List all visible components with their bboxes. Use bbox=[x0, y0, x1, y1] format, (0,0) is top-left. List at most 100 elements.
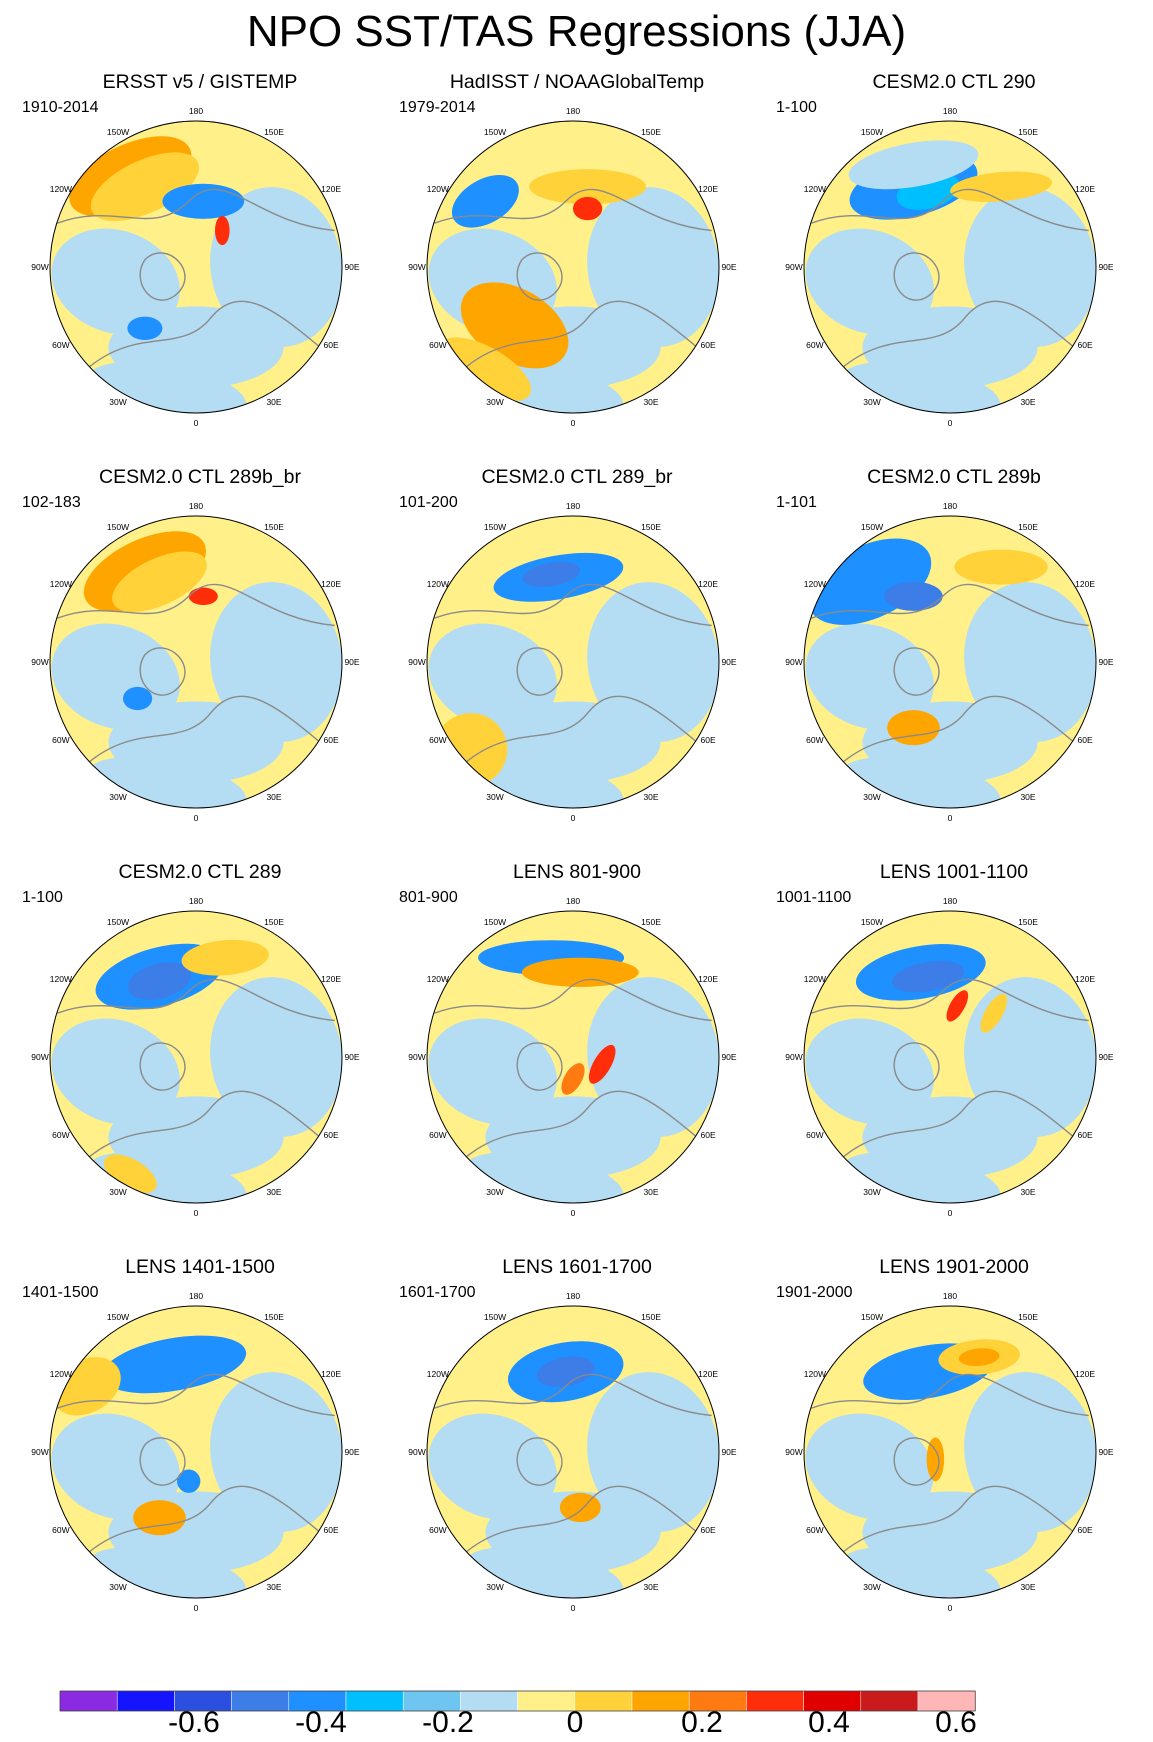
contour-region bbox=[887, 710, 940, 746]
map-panel-7: 180 150E 120E 90E 60E 30E 0 30W 60W 90W 120W 150W C… bbox=[10, 860, 390, 1260]
longitude-label: 90W bbox=[785, 1052, 802, 1062]
coastline bbox=[811, 188, 1089, 370]
longitude-label: 150W bbox=[484, 127, 506, 137]
longitude-label: 90E bbox=[1098, 657, 1113, 667]
contour-region bbox=[439, 337, 531, 402]
polar-map: 180 150E 120E 90E 60E 30E 0 30W 60W 90W 120W 150W bbox=[31, 896, 360, 1218]
map-panel-9: 180 150E 120E 90E 60E 30E 0 30W 60W 90W 120W 150W L… bbox=[764, 860, 1144, 1260]
contour-region bbox=[805, 1018, 934, 1125]
map-panel-6: 180 150E 120E 90E 60E 30E 0 30W 60W 90W 120W 150W C… bbox=[764, 465, 1144, 865]
longitude-label: 150E bbox=[1018, 1312, 1038, 1322]
longitude-label: 30W bbox=[109, 397, 126, 407]
coastline bbox=[434, 188, 712, 370]
longitude-label: 0 bbox=[948, 813, 953, 823]
longitude-label: 30W bbox=[486, 1187, 503, 1197]
coastline bbox=[434, 583, 712, 765]
panel-title: CESM2.0 CTL 289b bbox=[867, 466, 1041, 488]
longitude-label: 60W bbox=[52, 1525, 69, 1535]
panel-title: CESM2.0 CTL 289 bbox=[118, 861, 282, 883]
longitude-label: 150W bbox=[107, 1312, 129, 1322]
longitude-label: 60E bbox=[1078, 735, 1093, 745]
longitude-label: 30E bbox=[266, 397, 281, 407]
contour-region bbox=[561, 1063, 585, 1095]
longitude-label: 30E bbox=[1020, 792, 1035, 802]
map-panel-10: 180 150E 120E 90E 60E 30E 0 30W 60W 90W 120W 150W L… bbox=[10, 1255, 390, 1655]
longitude-label: 0 bbox=[571, 418, 576, 428]
polar-map: 180 150E 120E 90E 60E 30E 0 30W 60W 90W 120W 150W bbox=[31, 501, 360, 823]
longitude-label: 120E bbox=[321, 1369, 341, 1379]
map-boundary bbox=[49, 120, 343, 414]
colorbar: -0.6 -0.4 -0.2 0 0.2 0.4 0.6 bbox=[0, 1690, 1153, 1742]
contour-region bbox=[848, 140, 979, 190]
colorbar-label: 0 bbox=[566, 1706, 584, 1739]
longitude-label: 30E bbox=[266, 1187, 281, 1197]
longitude-label: 180 bbox=[943, 896, 957, 906]
longitude-label: 150E bbox=[1018, 917, 1038, 927]
polar-map: 180 150E 120E 90E 60E 30E 0 30W 60W 90W 120W 150W bbox=[785, 1291, 1114, 1613]
longitude-label: 90W bbox=[31, 262, 48, 272]
contour-region bbox=[954, 549, 1048, 585]
longitude-label: 180 bbox=[189, 106, 203, 116]
coastline bbox=[57, 583, 335, 765]
longitude-label: 150W bbox=[861, 1312, 883, 1322]
longitude-label: 60E bbox=[701, 1525, 716, 1535]
contour-region bbox=[529, 169, 646, 205]
longitude-label: 60E bbox=[324, 340, 339, 350]
coastline bbox=[57, 188, 335, 370]
longitude-label: 90W bbox=[408, 262, 425, 272]
longitude-label: 150W bbox=[484, 917, 506, 927]
polar-map: 180 150E 120E 90E 60E 30E 0 30W 60W 90W 120W 150W bbox=[785, 896, 1114, 1218]
longitude-label: 90W bbox=[31, 1052, 48, 1062]
longitude-label: 120W bbox=[50, 974, 72, 984]
longitude-label: 90W bbox=[408, 1447, 425, 1457]
longitude-label: 60W bbox=[52, 340, 69, 350]
longitude-label: 150W bbox=[107, 917, 129, 927]
longitude-label: 150E bbox=[1018, 127, 1038, 137]
contour-region bbox=[112, 551, 207, 612]
longitude-label: 150E bbox=[264, 127, 284, 137]
contour-region bbox=[177, 1469, 201, 1493]
longitude-label: 150W bbox=[861, 127, 883, 137]
longitude-label: 30W bbox=[486, 1582, 503, 1592]
longitude-label: 150E bbox=[264, 522, 284, 532]
longitude-label: 120W bbox=[427, 1369, 449, 1379]
longitude-label: 60W bbox=[806, 1130, 823, 1140]
longitude-label: 30W bbox=[863, 1582, 880, 1592]
longitude-label: 60W bbox=[52, 1130, 69, 1140]
longitude-label: 60E bbox=[701, 340, 716, 350]
contour-region bbox=[133, 1500, 186, 1536]
map-panel-4: 180 150E 120E 90E 60E 30E 0 30W 60W 90W 120W 150W C… bbox=[10, 465, 390, 865]
contour-fill-group bbox=[51, 136, 342, 413]
polar-map: 180 150E 120E 90E 60E 30E 0 30W 60W 90W 120W 150W bbox=[408, 106, 737, 428]
longitude-label: 90E bbox=[1098, 262, 1113, 272]
map-boundary bbox=[803, 1305, 1097, 1599]
longitude-label: 150W bbox=[484, 1312, 506, 1322]
contour-region bbox=[964, 582, 1096, 742]
longitude-label: 120E bbox=[1075, 184, 1095, 194]
longitude-label: 60W bbox=[52, 735, 69, 745]
longitude-label: 150E bbox=[1018, 522, 1038, 532]
longitude-label: 180 bbox=[566, 106, 580, 116]
colorbar-label: -0.6 bbox=[168, 1706, 220, 1739]
contour-region bbox=[428, 1413, 557, 1520]
longitude-label: 30W bbox=[863, 792, 880, 802]
longitude-label: 60E bbox=[701, 735, 716, 745]
map-boundary bbox=[426, 120, 720, 414]
longitude-label: 60E bbox=[1078, 1525, 1093, 1535]
colorbar-label: 0.2 bbox=[681, 1706, 723, 1739]
longitude-label: 90W bbox=[785, 262, 802, 272]
longitude-label: 30E bbox=[643, 1187, 658, 1197]
longitude-label: 120E bbox=[321, 579, 341, 589]
contour-region bbox=[210, 977, 342, 1137]
longitude-label: 150W bbox=[861, 917, 883, 927]
polar-map: 180 150E 120E 90E 60E 30E 0 30W 60W 90W 120W 150W bbox=[408, 896, 737, 1218]
panel-period: 101-200 bbox=[397, 493, 460, 513]
contour-region bbox=[188, 587, 218, 606]
longitude-label: 150E bbox=[641, 917, 661, 927]
longitude-label: 30W bbox=[863, 1187, 880, 1197]
contour-region bbox=[428, 623, 557, 730]
longitude-label: 0 bbox=[948, 418, 953, 428]
longitude-label: 120W bbox=[427, 579, 449, 589]
longitude-label: 120E bbox=[698, 1369, 718, 1379]
contour-region bbox=[210, 1372, 342, 1532]
